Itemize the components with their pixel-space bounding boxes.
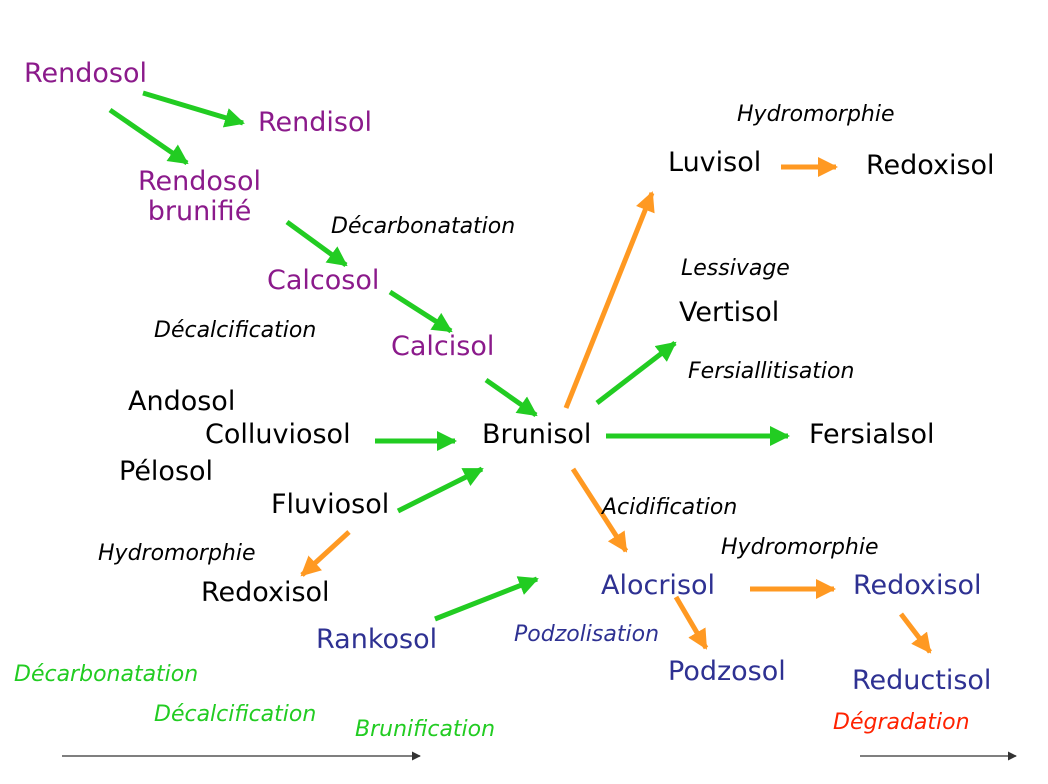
- legend-decalcification: Décalcification: [154, 702, 317, 727]
- arrow-rendosol-to-rendisol: [142, 90, 245, 128]
- soil-rendosol-brunifie: Rendosol brunifié: [138, 167, 261, 226]
- soil-redoxisol-top: Redoxisol: [866, 150, 995, 181]
- arrow-rendosol-brunifie-to-calcosol: [285, 219, 348, 268]
- arrow-brunisol-to-vertisol: [595, 341, 677, 405]
- legend-degradation: Dégradation: [833, 710, 970, 735]
- soil-podzosol: Podzosol: [668, 656, 786, 687]
- arrow-alocrisol-to-podzosol: [673, 595, 709, 650]
- soil-reductisol: Reductisol: [852, 665, 992, 696]
- soil-rendisol: Rendisol: [258, 107, 372, 138]
- soil-andosol: Andosol: [128, 386, 236, 417]
- arrow-fluviosol-to-redoxisol: [300, 530, 351, 577]
- soil-redoxisol-left: Redoxisol: [201, 577, 330, 608]
- process-fersiallitisation: Fersiallitisation: [688, 359, 855, 384]
- arrow-brunisol-to-alocrisol: [570, 467, 629, 553]
- soil-alocrisol: Alocrisol: [601, 570, 716, 601]
- process-hydromorphie-left: Hydromorphie: [98, 541, 256, 566]
- process-decalcification: Décalcification: [154, 318, 317, 343]
- process-hydromorphie-top: Hydromorphie: [737, 102, 895, 127]
- soil-colluviosol: Colluviosol: [205, 419, 351, 450]
- arrow-brunisol-to-luvisol: [563, 191, 655, 409]
- soil-vertisol: Vertisol: [679, 297, 780, 328]
- arrow-rankosol-to-brunisol: [434, 576, 539, 622]
- soil-pelosol: Pélosol: [119, 456, 214, 487]
- process-podzolisation: Podzolisation: [514, 622, 660, 647]
- soil-fluviosol: Fluviosol: [271, 489, 390, 520]
- arrow-rendosol-to-rendosol-brunifie: [108, 107, 189, 166]
- soil-rendosol-brunifie-line1: Rendosol: [138, 166, 262, 197]
- soil-rendosol: Rendosol: [24, 58, 148, 89]
- soil-calcosol: Calcosol: [267, 265, 380, 296]
- process-acidification: Acidification: [602, 495, 738, 520]
- soil-rankosol: Rankosol: [316, 624, 438, 655]
- arrow-fluviosol-to-brunisol: [396, 466, 484, 514]
- soil-brunisol: Brunisol: [482, 419, 592, 450]
- arrow-calcosol-to-calcisol: [388, 289, 453, 334]
- soil-rendosol-brunifie-line2: brunifié: [147, 195, 252, 227]
- process-lessivage: Lessivage: [681, 256, 790, 281]
- legend-decarbonatation: Décarbonatation: [14, 662, 199, 687]
- arrow-calcisol-to-brunisol: [484, 377, 538, 418]
- soil-calcisol: Calcisol: [391, 331, 495, 362]
- soil-luvisol: Luvisol: [668, 147, 762, 178]
- soil-redoxisol-right: Redoxisol: [853, 570, 982, 601]
- legend-brunification: Brunification: [355, 717, 496, 742]
- process-decarbonatation: Décarbonatation: [331, 214, 516, 239]
- soil-fersialsol: Fersialsol: [809, 419, 935, 450]
- process-hydromorphie-right: Hydromorphie: [721, 535, 879, 560]
- arrow-redoxisol-to-reductisol: [899, 612, 932, 654]
